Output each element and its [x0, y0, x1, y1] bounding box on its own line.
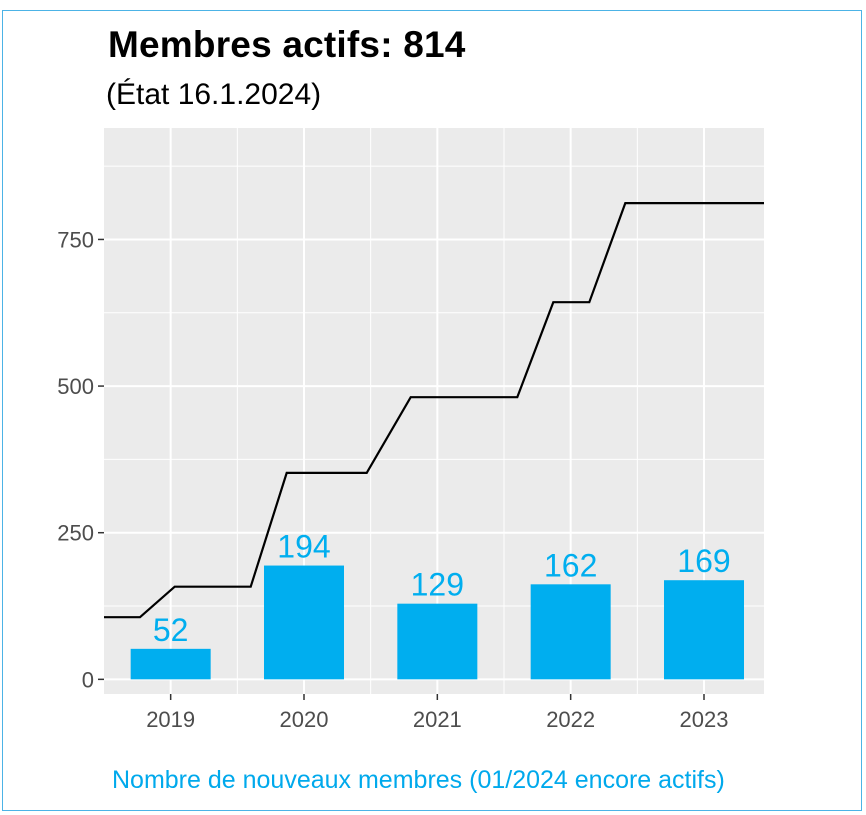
bar-2021	[397, 603, 478, 680]
panel-background	[104, 128, 764, 694]
chart-caption: Nombre de nouveaux membres (01/2024 enco…	[112, 766, 725, 794]
bar-value-label-2020: 194	[277, 529, 330, 565]
chart-frame	[2, 10, 862, 811]
y-tick-label: 750	[57, 227, 94, 252]
bar-2020	[264, 565, 344, 680]
bar-value-label-2021: 129	[411, 567, 464, 603]
bar-value-label-2023: 169	[677, 543, 730, 579]
y-tick-label: 0	[82, 667, 94, 692]
y-tick-label: 500	[57, 374, 94, 399]
x-tick-label: 2022	[546, 707, 595, 732]
cumulative-members-line	[104, 202, 764, 619]
x-tick-label: 2021	[413, 707, 462, 732]
bars	[130, 565, 744, 680]
chart-subtitle: (État 16.1.2024)	[106, 78, 322, 111]
y-axis: 0 250 500 750	[57, 227, 104, 692]
x-axis: 2019 2020 2021 2022 2023	[146, 694, 728, 732]
bar-value-label-2019: 52	[153, 612, 189, 648]
bar-2023	[664, 580, 744, 680]
x-tick-label: 2020	[280, 707, 329, 732]
x-tick-label: 2023	[680, 707, 729, 732]
x-tick-label: 2019	[146, 707, 195, 732]
chart-title: Membres actifs: 814	[108, 24, 466, 65]
bar-2022	[530, 584, 611, 680]
bar-value-labels: 52 194 129 162 169	[153, 529, 731, 648]
cumulative-line	[104, 202, 764, 619]
bar-value-label-2022: 162	[544, 547, 597, 583]
bar-2019	[130, 648, 211, 680]
y-tick-label: 250	[57, 521, 94, 546]
